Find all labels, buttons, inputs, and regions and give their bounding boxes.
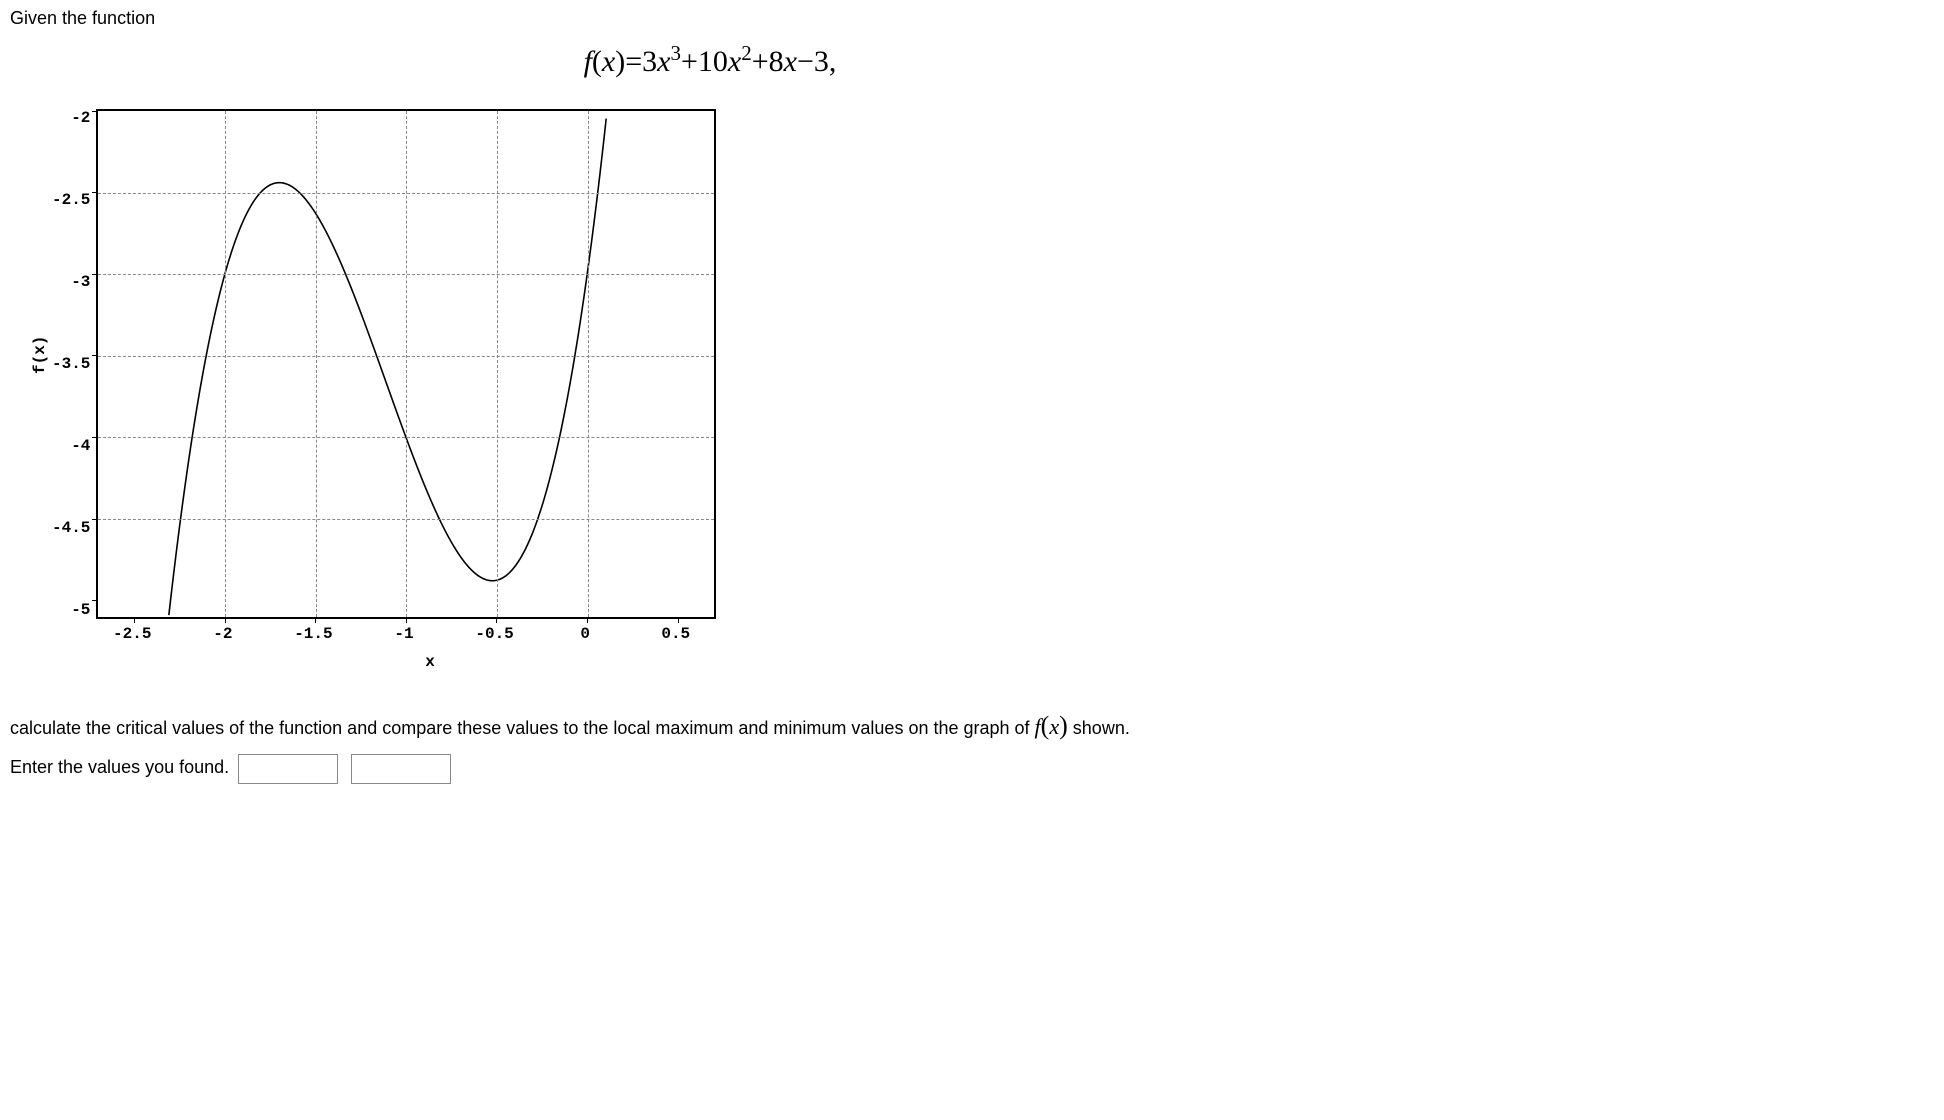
grid-line-horizontal	[98, 356, 714, 357]
xtick-label: 0	[580, 625, 590, 643]
grid-line-vertical	[406, 111, 407, 617]
eq-minus: −	[797, 45, 814, 78]
grid-line-horizontal	[98, 274, 714, 275]
eq-comma: ,	[829, 45, 837, 78]
grid-line-horizontal	[98, 519, 714, 520]
eq-coef3: 8	[769, 45, 784, 78]
x-tick-labels: -2.5 -2 -1.5 -1 -0.5 0 0.5	[30, 625, 716, 645]
y-tick-mark	[92, 437, 98, 438]
eq-coef1: 3	[642, 45, 657, 78]
x-tick-mark	[406, 617, 407, 623]
xtick-label: -0.5	[475, 625, 513, 643]
xtick-label: -2	[213, 625, 232, 643]
plot-area	[96, 109, 716, 619]
ytick-label: -4.5	[52, 519, 90, 537]
eq-var1: x	[657, 45, 670, 78]
grid-line-vertical	[316, 111, 317, 617]
question-part2: shown.	[1073, 718, 1130, 738]
grid-line-horizontal	[98, 193, 714, 194]
ytick-label: -2	[52, 109, 90, 127]
grid-line-horizontal	[98, 437, 714, 438]
chart-container: f(x) -2 -2.5 -3 -3.5 -4 -4.5 -5 -2.5 -2 -1…	[30, 109, 1934, 671]
function-equation: f(x)=3x3+10x2+8x−3,	[10, 41, 1410, 79]
y-tick-labels: -2 -2.5 -3 -3.5 -4 -4.5 -5	[52, 109, 90, 619]
ytick-label: -4	[52, 437, 90, 455]
xtick-label: -1	[394, 625, 413, 643]
eq-var2: x	[728, 45, 741, 78]
x-tick-mark	[587, 617, 588, 623]
eq-close-paren: )	[615, 45, 625, 78]
grid-line-vertical	[588, 111, 589, 617]
ytick-label: -2.5	[52, 191, 90, 209]
xtick-label: -2.5	[113, 625, 151, 643]
eq-open-paren: (	[592, 45, 602, 78]
answer-input-1[interactable]	[238, 754, 338, 784]
y-tick-mark	[92, 355, 98, 356]
answer-input-2[interactable]	[351, 754, 451, 784]
y-tick-mark	[92, 111, 98, 112]
y-tick-mark	[92, 192, 98, 193]
fx-inline-var: x	[1049, 714, 1059, 739]
question-text: calculate the critical values of the fun…	[10, 701, 1934, 785]
x-tick-mark	[496, 617, 497, 623]
xtick-label: 0.5	[661, 625, 690, 643]
eq-coef2: 10	[698, 45, 728, 78]
eq-equals: =	[625, 45, 642, 78]
y-tick-mark	[92, 519, 98, 520]
question-part1: calculate the critical values of the fun…	[10, 718, 1035, 738]
x-tick-mark	[134, 617, 135, 623]
eq-exp2: 2	[741, 41, 752, 65]
eq-exp1: 3	[671, 41, 682, 65]
x-tick-mark	[315, 617, 316, 623]
intro-text: Given the function	[10, 8, 1934, 29]
x-tick-mark	[225, 617, 226, 623]
ytick-label: -3	[52, 273, 90, 291]
eq-var3: x	[784, 45, 797, 78]
question-line2: Enter the values you found.	[10, 757, 229, 777]
eq-var-x: x	[602, 45, 615, 78]
grid-line-vertical	[497, 111, 498, 617]
x-axis-label: x	[90, 653, 770, 671]
xtick-label: -1.5	[294, 625, 332, 643]
y-tick-mark	[92, 274, 98, 275]
eq-plus1: +	[681, 45, 698, 78]
eq-plus2: +	[752, 45, 769, 78]
grid-line-vertical	[225, 111, 226, 617]
eq-f: f	[584, 45, 592, 78]
eq-const: 3	[814, 45, 829, 78]
y-tick-mark	[92, 600, 98, 601]
x-tick-mark	[678, 617, 679, 623]
y-axis-label: f(x)	[31, 354, 49, 374]
fx-inline-close: )	[1059, 711, 1068, 740]
ytick-label: -3.5	[52, 355, 90, 373]
ytick-label: -5	[52, 601, 90, 619]
